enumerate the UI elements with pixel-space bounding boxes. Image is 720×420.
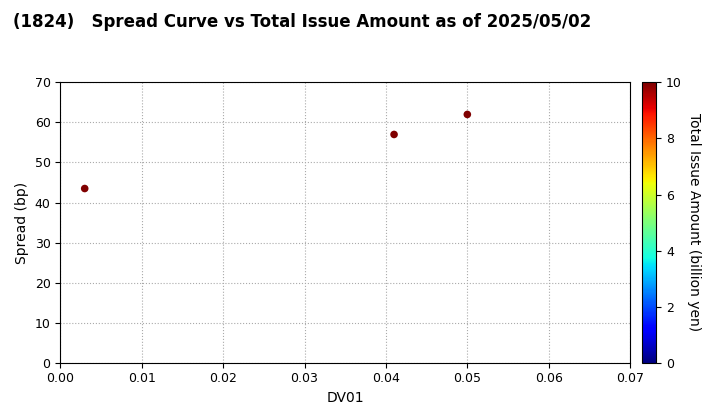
Point: [388, 131, 400, 138]
Y-axis label: Spread (bp): Spread (bp): [15, 181, 29, 264]
Text: (1824)   Spread Curve vs Total Issue Amount as of 2025/05/02: (1824) Spread Curve vs Total Issue Amoun…: [13, 13, 592, 31]
Point: [79, 185, 91, 192]
X-axis label: DV01: DV01: [326, 391, 364, 405]
Y-axis label: Total Issue Amount (billion yen): Total Issue Amount (billion yen): [688, 113, 701, 332]
Point: [462, 111, 473, 118]
